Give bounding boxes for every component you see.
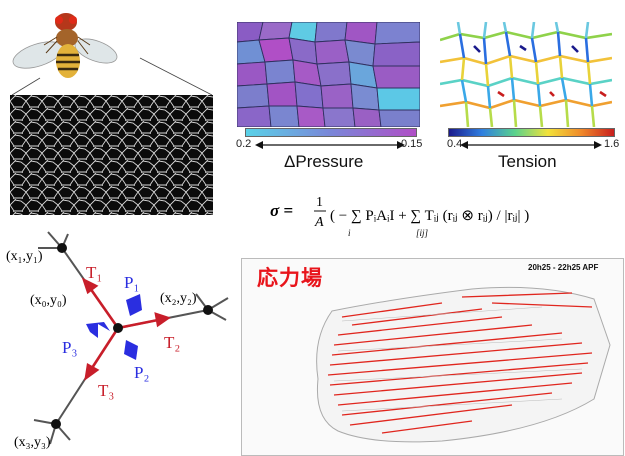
point-label-p0: (x₀,y₀) xyxy=(30,293,67,308)
pressure-colorbar xyxy=(245,128,417,137)
pressure-label-p1: P₁ xyxy=(124,273,139,292)
formula-body: ( − ∑ PᵢAᵢI + ∑ Tᵢⱼ (rᵢⱼ ⊗ rᵢⱼ) / |rᵢⱼ| … xyxy=(330,208,529,224)
tension-colorbar-min: 0.4 xyxy=(447,138,463,150)
tension-label-t1: T₁ xyxy=(86,263,102,282)
tension-map xyxy=(440,22,612,127)
stress-field-map xyxy=(316,286,611,443)
tension-colorbar xyxy=(448,128,615,137)
stress-field-title: 応力場 xyxy=(257,266,323,290)
tension-colorbar-max: 1.6 xyxy=(604,138,620,150)
stress-formula: σ = 1 A ( − ∑ PᵢAᵢI + ∑ Tᵢⱼ (rᵢⱼ ⊗ rᵢⱼ) … xyxy=(270,195,529,238)
pressure-colorbar-min: 0.2 xyxy=(236,138,252,150)
tension-title: Tension xyxy=(498,152,557,171)
tension-range-arrow xyxy=(460,141,602,149)
tension-label-t3: T₃ xyxy=(98,381,114,400)
pressure-label-p3: P₃ xyxy=(62,338,77,357)
pressure-colorbar-max: 0.15 xyxy=(401,138,423,150)
fruit-fly-illustration xyxy=(12,13,118,78)
formula-frac-num: 1 xyxy=(316,195,323,210)
point-label-p1: (x₁,y₁) xyxy=(6,249,43,264)
pressure-label-p2: P₂ xyxy=(134,363,149,382)
formula-lhs: σ = xyxy=(270,201,293,220)
pressure-title: ΔPressure xyxy=(284,152,364,171)
vertex-force-diagram: (x₁,y₁) (x₀,y₀) (x₂,y₂) (x₃,y₃) T₁ T₂ T₃… xyxy=(6,231,229,450)
tension-label-t2: T₂ xyxy=(164,333,180,352)
point-label-p2: (x₂,y₂) xyxy=(160,291,197,306)
formula-sub-ij: [ij] xyxy=(416,228,429,238)
formula-frac-den: A xyxy=(314,215,324,230)
point-label-p3: (x₃,y₃) xyxy=(14,435,51,450)
stress-field-time-label: 20h25 - 22h25 APF xyxy=(528,263,599,272)
microscopy-image xyxy=(10,95,213,215)
pressure-range-arrow xyxy=(255,141,405,149)
formula-sub-i: i xyxy=(348,228,351,238)
pressure-heatmap xyxy=(237,22,420,127)
